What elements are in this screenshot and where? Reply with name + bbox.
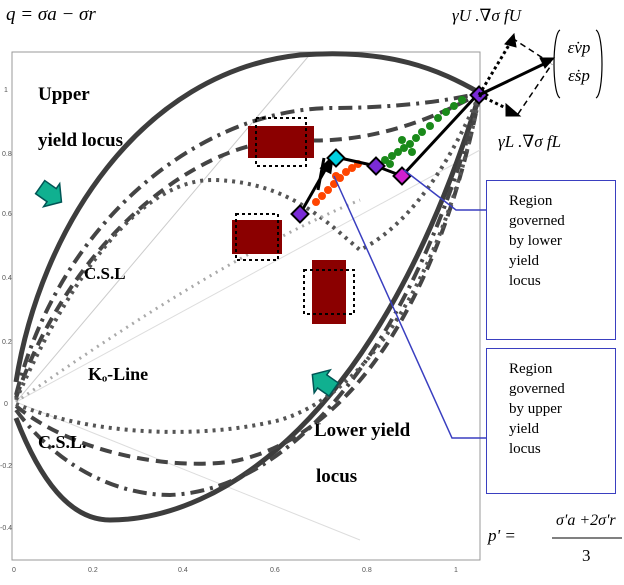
lower-yield-locus-label-2: locus (316, 466, 358, 487)
dashed-parallelogram-1 (511, 37, 553, 65)
y-tick-0: 1 (4, 87, 8, 94)
teal-arrow-lower (311, 368, 340, 398)
gamma-l-label: γL .∇σ fL (498, 132, 562, 151)
guide-line-2 (15, 149, 481, 403)
gamma-l-arrowhead (505, 102, 522, 117)
x-tick-0: 0 (12, 567, 16, 574)
leader-line-lower (403, 169, 488, 211)
leader-line-upper (333, 175, 488, 439)
purple-marker-1 (290, 204, 310, 224)
dashed-parallelogram-2 (517, 63, 553, 115)
x-tick-4: 0.8 (362, 567, 372, 574)
p-formula-lhs: p' = (488, 526, 516, 545)
upper-yield-locus-label-1: Upper (38, 84, 90, 105)
outer-upper-curve (13, 51, 482, 383)
region-box-lower: Region governed by lower yield locus (486, 180, 616, 340)
csl-upper-label: C.S.L (84, 264, 126, 283)
dashed-lower-curve (14, 92, 482, 466)
dotted-upper-curve (14, 92, 482, 401)
box-upper-line-1: Region (509, 361, 553, 377)
upper-yield-locus-label-2: yield locus (38, 130, 123, 151)
rect-2-dotted (235, 213, 279, 261)
rect-3-dotted (303, 269, 355, 315)
gamma-u-arrowhead (504, 32, 517, 48)
gradient-vectors (477, 32, 556, 117)
orange-dots (312, 160, 362, 206)
y-tick-7: -0.4 (0, 525, 12, 532)
ko-line-label: Kₒ-Line (88, 364, 149, 384)
csl-lower-label: C.S.L. (38, 432, 87, 452)
stress-region-rects (232, 117, 355, 324)
path-seg-4 (400, 92, 480, 178)
gamma-u-label: γU .∇σ fU (452, 6, 521, 25)
box-lower-line-4: yield (509, 253, 539, 269)
box-upper-line-5: locus (509, 441, 541, 457)
y-tick-6: -0.2 (0, 463, 12, 470)
x-tick-1: 0.2 (88, 567, 98, 574)
strain-rate-vector (478, 60, 549, 97)
rect-1-dotted (255, 117, 307, 167)
region-box-upper: Region governed by upper yield locus (486, 348, 616, 494)
p-formula-numerator: σ'a +2σ'r (556, 512, 616, 529)
q-formula: q = σa − σr (6, 4, 96, 25)
y-tick-5: 0 (4, 401, 8, 408)
x-tick-3: 0.6 (270, 567, 280, 574)
rect-2 (232, 220, 282, 254)
guide-line-3 (15, 401, 361, 541)
green-dots (381, 96, 466, 168)
path-seg-5 (316, 157, 326, 191)
purple-marker-2 (366, 156, 386, 176)
gamma-u-vector (477, 39, 514, 96)
box-upper-line-4: yield (509, 421, 539, 437)
lower-yield-locus-label-1: Lower yield (314, 420, 411, 441)
x-tick-5: 1 (454, 567, 458, 574)
strain-bracket-left (553, 29, 561, 99)
box-upper-line-2: governed (509, 381, 565, 397)
dashdot-upper-curve (14, 91, 481, 396)
plot-frame (11, 51, 481, 561)
rect-1 (248, 126, 314, 158)
guide-line-1 (15, 51, 313, 403)
y-tick-1: 0.8 (2, 151, 12, 158)
box-lower-line-2: governed (509, 213, 565, 229)
box-lower-line-3: by lower (509, 233, 562, 249)
teal-arrow-upper (34, 179, 63, 208)
y-tick-4: 0.2 (2, 339, 12, 346)
strain-rate-arrowhead (539, 57, 556, 69)
strain-rate-vector-label: ε̇vp ε̇sp (567, 38, 591, 85)
p-formula-denominator: 3 (582, 546, 591, 565)
box-lower-line-1: Region (509, 193, 553, 209)
strain-bracket-right (595, 29, 603, 99)
y-tick-3: 0.4 (2, 275, 12, 282)
arrowhead-1 (319, 153, 335, 175)
y-tick-2: 0.6 (2, 211, 12, 218)
axis-ticks: 0 0.2 0.4 0.6 0.8 1 1 0.8 0.6 0.4 0.2 0 … (0, 87, 458, 574)
x-tick-2: 0.4 (178, 567, 188, 574)
cyan-marker (326, 148, 346, 168)
box-upper-line-3: by upper (509, 401, 562, 417)
outer-lower-curve (13, 92, 483, 523)
box-lower-line-5: locus (509, 273, 541, 289)
